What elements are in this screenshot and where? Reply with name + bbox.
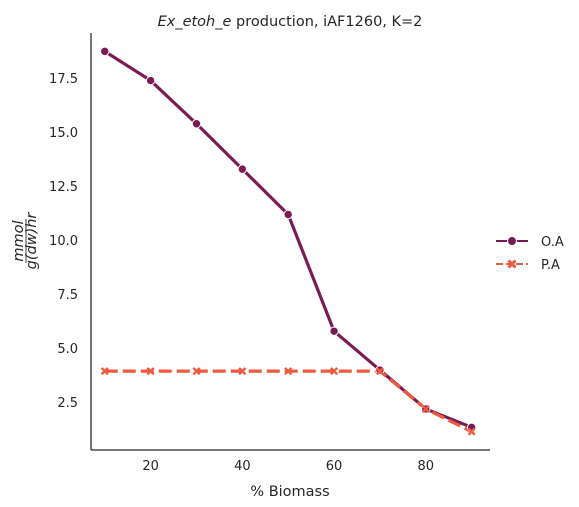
legend: O.A P.A [496, 235, 564, 273]
x-ticks: 20 40 60 80 [142, 459, 434, 474]
data-point-marker [192, 367, 201, 376]
axes [90, 33, 490, 451]
data-point-marker [145, 75, 156, 86]
y-tick-label: 2.5 [57, 396, 78, 411]
x-tick-label: 20 [142, 459, 159, 474]
data-point-marker [100, 367, 109, 376]
data-point-marker [467, 427, 476, 436]
y-ticks: 2.5 5.0 7.5 10.0 12.5 15.0 17.5 [49, 72, 78, 411]
y-tick-label: 12.5 [49, 180, 78, 195]
series-markers [100, 46, 477, 436]
y-tick-label: 7.5 [57, 288, 78, 303]
x-tick-label: 40 [234, 459, 251, 474]
legend-label: P.A [541, 258, 560, 273]
data-point-marker [330, 367, 339, 376]
data-point-marker [375, 367, 384, 376]
y-axis-label: mmol g(dw)hr [11, 212, 40, 270]
data-point-marker [100, 46, 110, 57]
y-tick-label: 10.0 [49, 234, 78, 249]
y-tick-label: 15.0 [49, 126, 78, 141]
data-point-marker [237, 164, 248, 174]
data-point-marker [283, 209, 293, 220]
y-axis-label-denominator: g(dw)hr [24, 212, 40, 270]
data-point-marker [284, 367, 293, 376]
data-point-marker [146, 367, 155, 376]
x-axis-label: % Biomass [250, 484, 329, 500]
legend-marker [507, 259, 517, 269]
y-axis-label-numerator: mmol [11, 220, 27, 261]
chart-title-italic: Ex_etoh_e [158, 14, 232, 30]
chart-title-rest: production, iAF1260, K=2 [231, 14, 422, 30]
data-point-marker [238, 367, 247, 376]
y-tick-label: 5.0 [57, 342, 78, 357]
chart-title: Ex_etoh_e production, iAF1260, K=2 [158, 14, 423, 30]
legend-marker [507, 236, 517, 246]
data-point-marker [191, 119, 202, 129]
y-tick-label: 17.5 [49, 72, 78, 87]
x-tick-label: 60 [326, 459, 343, 474]
x-tick-label: 80 [418, 459, 435, 474]
data-point-marker [421, 404, 430, 413]
legend-label: O.A [541, 235, 564, 250]
data-point-marker [329, 326, 339, 336]
series-lines [103, 49, 474, 434]
